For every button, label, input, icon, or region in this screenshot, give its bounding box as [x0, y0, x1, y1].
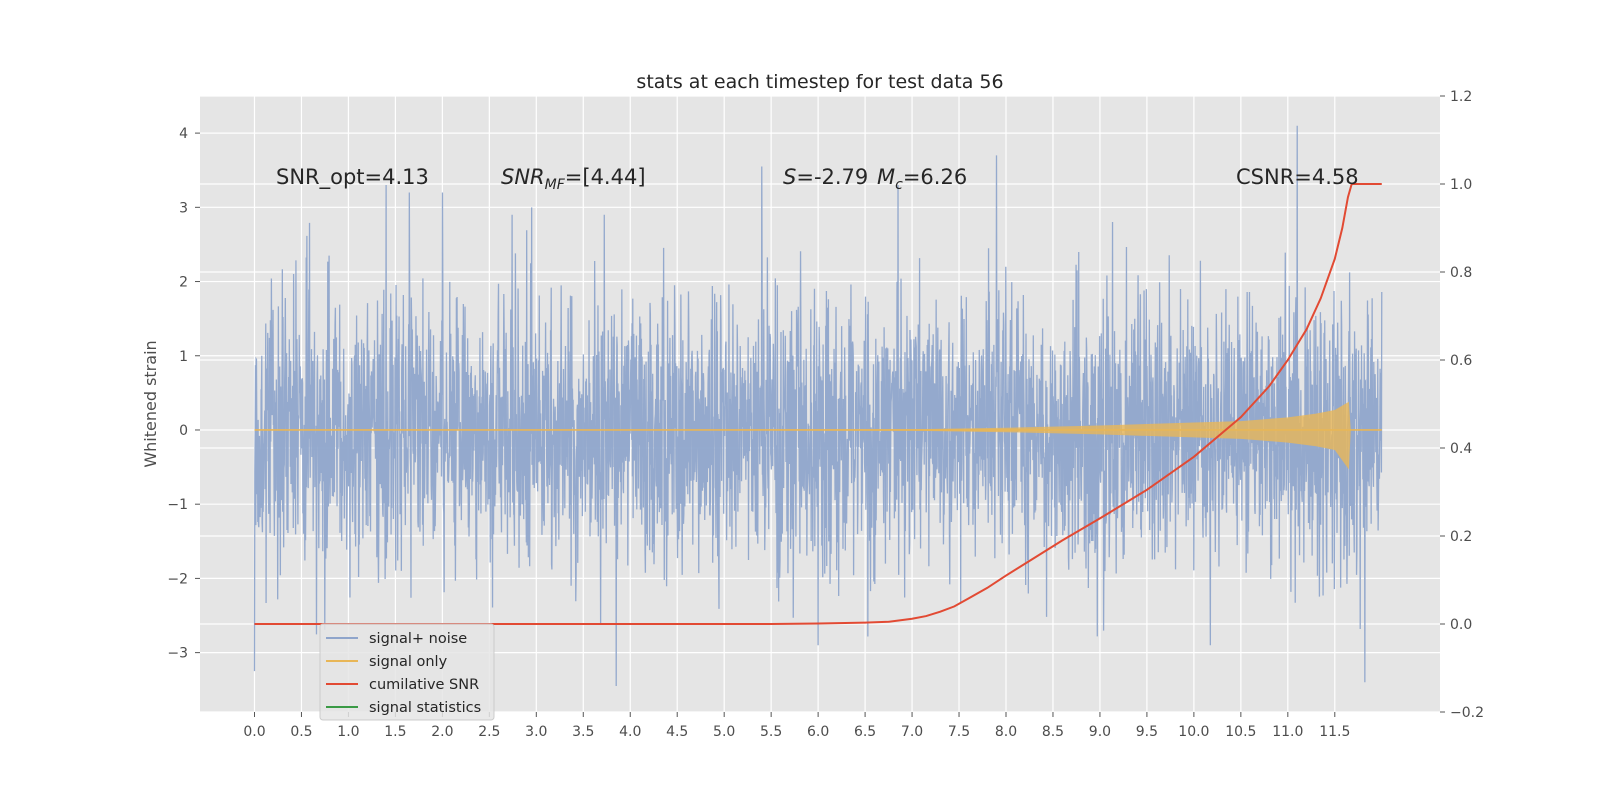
x-tick-label: 8.0	[995, 724, 1017, 740]
series-layer	[253, 125, 1383, 687]
y2-tick-label: 0.0	[1450, 617, 1472, 633]
annotation-s: S=-2.79	[783, 165, 868, 189]
s-value: =-2.79	[796, 165, 868, 189]
legend-label-signal-only: signal only	[369, 654, 448, 670]
y-tick-label: 2	[179, 275, 188, 291]
x-tick-label: 6.0	[807, 724, 829, 740]
x-tick-label: 0.0	[243, 724, 265, 740]
mc-symbol: M	[877, 165, 895, 189]
snr-mf-symbol: SNR	[501, 165, 545, 189]
legend: signal+ noise signal only cumilative SNR…	[319, 623, 495, 721]
y2-tick-label: 0.4	[1450, 441, 1472, 457]
y2-tick-label: 0.2	[1450, 529, 1472, 545]
mc-subscript: c	[895, 177, 903, 193]
x-tick-label: 3.5	[572, 724, 594, 740]
x-tick-label: 6.5	[854, 724, 876, 740]
x-tick-label: 8.5	[1042, 724, 1064, 740]
y2-tick-label: 1.0	[1450, 177, 1472, 193]
y-tick-label: 1	[179, 349, 188, 365]
x-tick-label: 7.5	[948, 724, 970, 740]
x-axis: 0.0 0.5 1.0 1.5 2.0 2.5 3.0 3.5 4.0 4.5 5.0 5.5 6.0 6…	[243, 712, 1350, 740]
annotation-csnr: CSNR=4.58	[1236, 165, 1359, 189]
x-tick-label: 11.5	[1319, 724, 1350, 740]
annotation-snr-mf: SNRMF=[4.44]	[501, 165, 646, 193]
y-tick-label: −3	[167, 646, 188, 662]
x-tick-label: 9.0	[1089, 724, 1111, 740]
legend-label-cumulative-snr: cumilative SNR	[369, 677, 479, 693]
y-tick-label: −2	[167, 571, 188, 587]
series-signal-only-envelope	[254, 401, 1382, 470]
mc-value: =6.26	[903, 165, 967, 189]
snr-mf-value: =[4.44]	[565, 165, 646, 189]
series-signal-noise	[253, 125, 1383, 687]
legend-label-signal-noise: signal+ noise	[369, 631, 467, 647]
y-tick-label: 3	[179, 200, 188, 216]
y-axis-label: Whitened strain	[141, 340, 160, 467]
y-tick-label: 0	[179, 423, 188, 439]
x-tick-label: 2.5	[478, 724, 500, 740]
legend-label-signal-statistics: signal statistics	[369, 700, 481, 716]
annotations: SNR_opt=4.13 SNRMF=[4.44] S=-2.79 Mc=6.2…	[276, 165, 1359, 193]
x-tick-label: 0.5	[290, 724, 312, 740]
snr-mf-subscript: MF	[545, 177, 566, 193]
y2-tick-label: −0.2	[1450, 705, 1484, 721]
x-tick-label: 3.0	[525, 724, 547, 740]
y2-tick-label: 0.6	[1450, 353, 1472, 369]
annotation-snr-opt: SNR_opt=4.13	[276, 165, 429, 190]
s-symbol: S	[783, 165, 796, 189]
x-tick-label: 7.0	[901, 724, 923, 740]
legend-box	[319, 623, 495, 721]
x-tick-label: 4.0	[619, 724, 641, 740]
x-tick-label: 9.5	[1136, 724, 1158, 740]
y-tick-label: 4	[179, 126, 188, 142]
x-tick-label: 10.0	[1178, 724, 1209, 740]
x-tick-label: 10.5	[1225, 724, 1256, 740]
y-axis: −3 −2 −1 0 1 2 3 4	[167, 126, 200, 662]
x-tick-label: 1.0	[337, 724, 359, 740]
series-cumulative-snr	[254, 183, 1382, 625]
y2-tick-label: 0.8	[1450, 265, 1472, 281]
chart-title: stats at each timestep for test data 56	[636, 71, 1003, 93]
x-tick-label: 4.5	[666, 724, 688, 740]
y2-tick-label: 1.2	[1450, 89, 1472, 105]
y2-axis: −0.2 0.0 0.2 0.4 0.6 0.8 1.0 1.2	[1440, 89, 1484, 721]
x-tick-label: 5.5	[760, 724, 782, 740]
x-tick-label: 2.0	[431, 724, 453, 740]
y-tick-label: −1	[167, 497, 188, 513]
x-tick-label: 11.0	[1272, 724, 1303, 740]
x-tick-label: 5.0	[713, 724, 735, 740]
annotation-mc: Mc=6.26	[877, 165, 967, 193]
x-tick-label: 1.5	[384, 724, 406, 740]
